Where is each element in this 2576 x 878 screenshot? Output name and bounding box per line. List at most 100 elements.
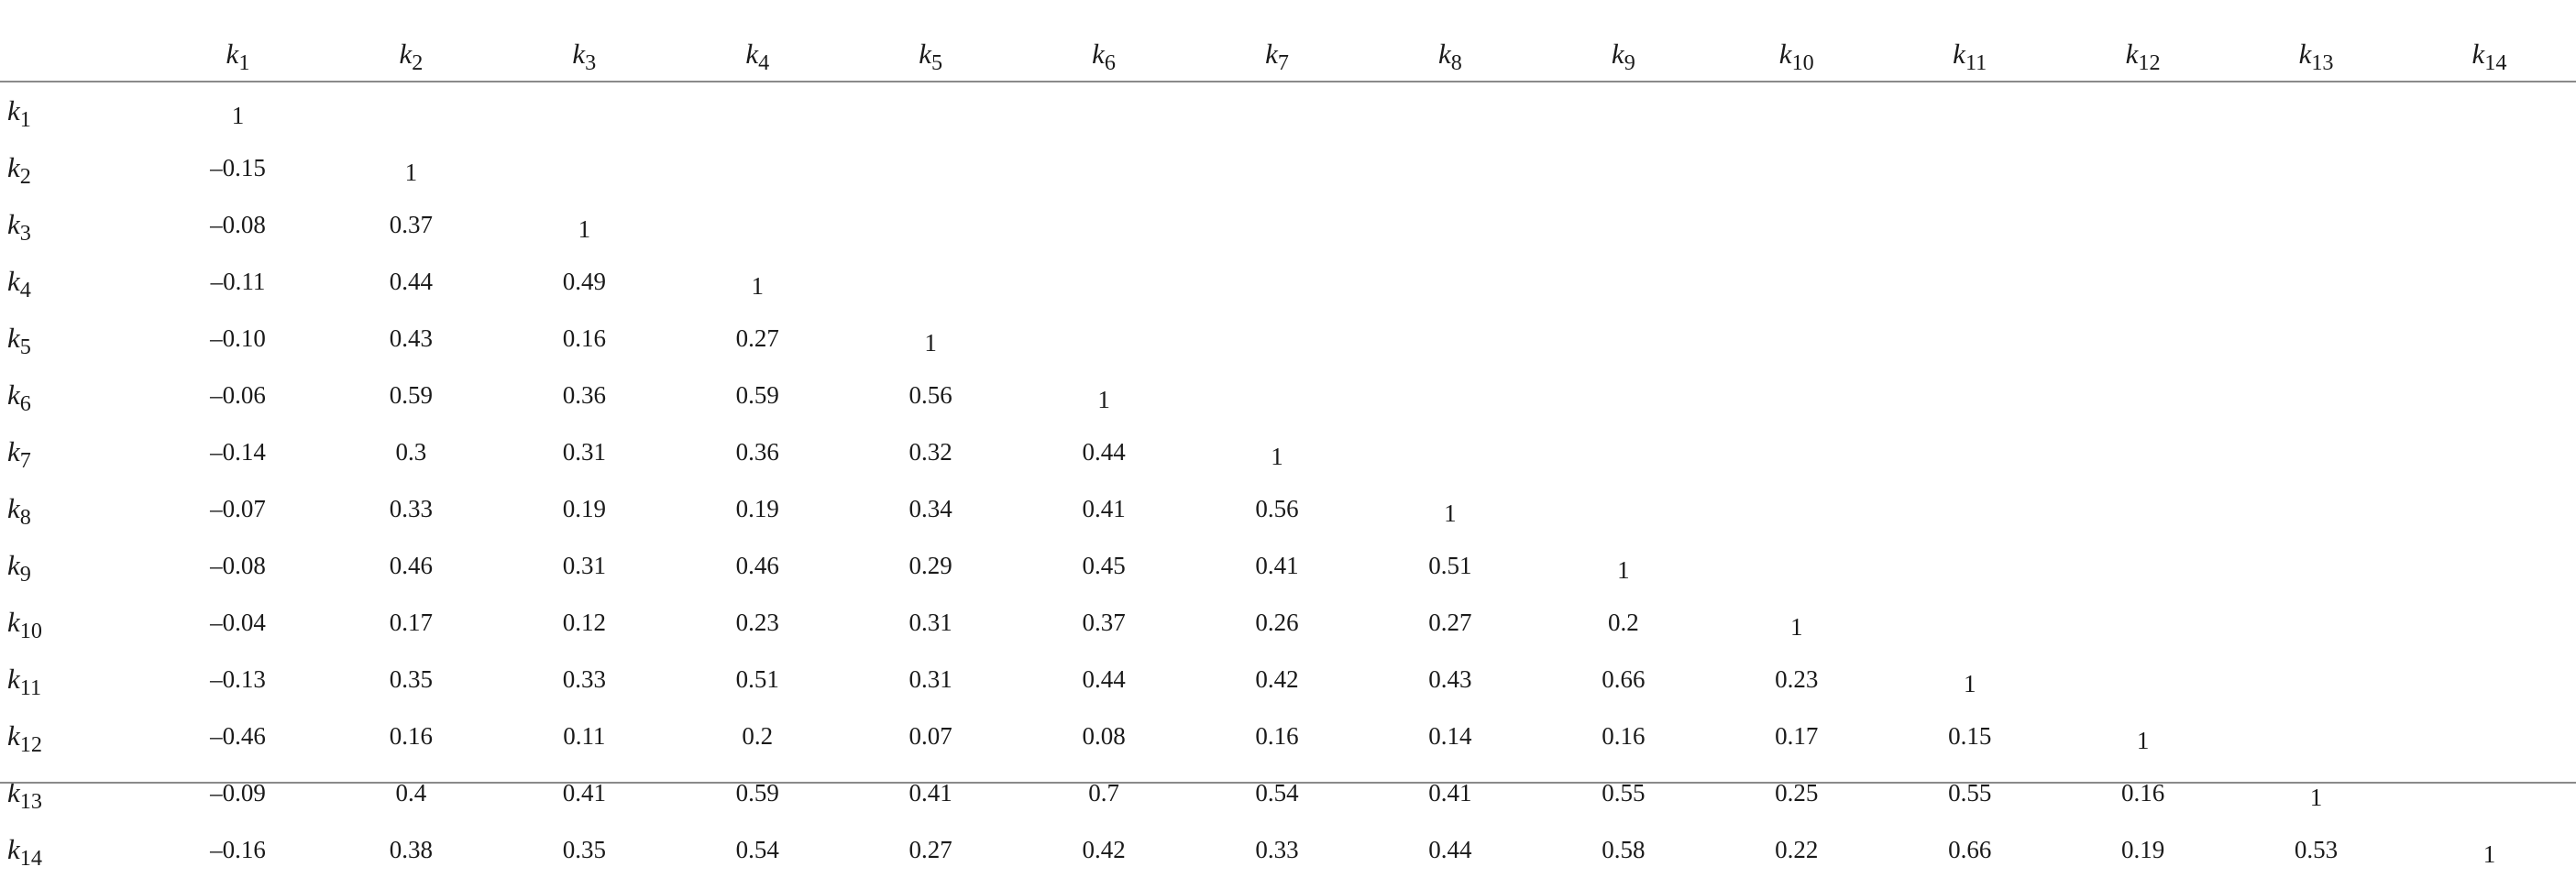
empty-cell xyxy=(2056,139,2229,196)
correlation-cell: 0.42 xyxy=(1255,664,1299,693)
empty-cell xyxy=(1536,196,1710,253)
diagonal-cell: 1 xyxy=(1617,555,1630,584)
correlation-cell: 0.35 xyxy=(562,835,606,863)
empty-cell xyxy=(1883,139,2056,196)
empty-cell xyxy=(2229,139,2403,196)
variable-symbol: k xyxy=(7,606,20,638)
correlation-cell: 0.08 xyxy=(1082,721,1126,750)
empty-cell xyxy=(2056,253,2229,310)
variable-symbol: k xyxy=(7,94,20,126)
column-header-k1: k1 xyxy=(151,27,325,82)
header-row: k1 k2 k3 k4 k5 k6 k7 k8 k9 k10 k11 k12 k13 k14 xyxy=(0,27,2576,82)
variable-symbol: k xyxy=(7,435,20,467)
correlation-cell: 0.51 xyxy=(735,664,779,693)
row-header-k5: k5 xyxy=(0,310,151,367)
variable-subscript: 13 xyxy=(2311,49,2334,75)
empty-cell xyxy=(498,82,671,139)
bottom-rule xyxy=(0,782,2576,784)
empty-cell xyxy=(2056,537,2229,594)
variable-symbol: k xyxy=(7,208,20,240)
column-header-k5: k5 xyxy=(843,27,1018,82)
correlation-cell: –0.04 xyxy=(210,608,266,636)
correlation-cell: 0.46 xyxy=(735,551,779,579)
correlation-cell: 0.32 xyxy=(908,437,952,466)
empty-cell xyxy=(844,196,1018,253)
empty-cell xyxy=(1883,423,2056,480)
correlation-cell: 0.54 xyxy=(735,835,779,863)
empty-cell xyxy=(1710,253,1883,310)
empty-cell xyxy=(844,253,1018,310)
correlation-cell: 0.66 xyxy=(1948,835,1992,863)
empty-cell xyxy=(1363,253,1536,310)
variable-label: k9 xyxy=(1612,38,1635,73)
empty-cell xyxy=(498,139,671,196)
correlation-cell: 0.51 xyxy=(1428,551,1472,579)
variable-label: k12 xyxy=(2126,38,2161,73)
variable-subscript: 1 xyxy=(238,49,250,75)
variable-label: k11 xyxy=(1953,38,1987,73)
variable-symbol: k xyxy=(2471,38,2485,70)
correlation-cell: 0.34 xyxy=(908,494,952,522)
correlation-cell: 0.22 xyxy=(1775,835,1819,863)
correlation-cell: 0.7 xyxy=(1088,778,1119,807)
diagonal-cell: 1 xyxy=(2136,726,2150,754)
correlation-cell: 0.44 xyxy=(1428,835,1472,863)
empty-cell xyxy=(1883,537,2056,594)
empty-cell xyxy=(1536,253,1710,310)
variable-subscript: 11 xyxy=(1965,49,1987,75)
variable-subscript: 10 xyxy=(1791,49,1814,75)
correlation-cell: 0.45 xyxy=(1082,551,1126,579)
empty-cell xyxy=(2229,480,2403,537)
column-header-k6: k6 xyxy=(1017,27,1191,82)
diagonal-cell: 1 xyxy=(924,328,937,357)
empty-cell xyxy=(844,139,1018,196)
empty-cell xyxy=(2056,594,2229,651)
correlation-cell: 0.27 xyxy=(908,835,952,863)
empty-cell xyxy=(2056,480,2229,537)
empty-cell xyxy=(1710,139,1883,196)
variable-label: k1 xyxy=(7,94,31,130)
empty-cell xyxy=(2056,423,2229,480)
variable-subscript: 14 xyxy=(2484,49,2507,75)
empty-cell xyxy=(1536,139,1710,196)
column-header-k9: k9 xyxy=(1536,27,1711,82)
correlation-cell: 0.41 xyxy=(1082,494,1126,522)
variable-subscript: 3 xyxy=(585,49,597,75)
correlation-cell: 0.2 xyxy=(1607,608,1639,636)
correlation-cell: 0.11 xyxy=(563,721,606,750)
table-row: k8 –0.07 0.33 0.19 0.19 0.34 0.41 0.56 1 xyxy=(0,480,2576,537)
correlation-cell: 0.33 xyxy=(389,494,434,522)
variable-subscript: 3 xyxy=(19,220,31,246)
table-row: k12 –0.46 0.16 0.11 0.2 0.07 0.08 0.16 0.14 0.16 0… xyxy=(0,708,2576,764)
column-header-k10: k10 xyxy=(1710,27,1884,82)
correlation-cell: 0.17 xyxy=(1775,721,1819,750)
variable-symbol: k xyxy=(399,38,413,70)
empty-cell xyxy=(1191,253,1364,310)
empty-cell xyxy=(2403,139,2576,196)
empty-cell xyxy=(844,82,1018,139)
variable-subscript: 9 xyxy=(1624,49,1635,75)
variable-symbol: k xyxy=(1953,38,1965,70)
column-header-k7: k7 xyxy=(1190,27,1364,82)
variable-label: k7 xyxy=(7,435,31,471)
correlation-cell: –0.07 xyxy=(210,494,266,522)
variable-symbol: k xyxy=(2298,38,2312,70)
diagonal-cell: 1 xyxy=(578,214,591,243)
variable-label: k8 xyxy=(7,492,31,528)
variable-subscript: 5 xyxy=(19,334,31,359)
correlation-cell: 0.23 xyxy=(735,608,779,636)
variable-label: k4 xyxy=(745,38,769,73)
correlation-cell: 0.16 xyxy=(2120,778,2165,807)
empty-cell xyxy=(1191,196,1364,253)
empty-cell xyxy=(2403,594,2576,651)
row-header-k13: k13 xyxy=(0,764,151,821)
empty-cell xyxy=(671,82,844,139)
variable-label: k11 xyxy=(7,663,41,698)
correlation-cell: –0.06 xyxy=(210,380,266,409)
table-row: k7 –0.14 0.3 0.31 0.36 0.32 0.44 1 xyxy=(0,423,2576,480)
empty-cell xyxy=(1363,139,1536,196)
column-header-k11: k11 xyxy=(1883,27,2057,82)
empty-cell xyxy=(2403,423,2576,480)
empty-cell xyxy=(2056,196,2229,253)
variable-label: k1 xyxy=(226,38,250,73)
